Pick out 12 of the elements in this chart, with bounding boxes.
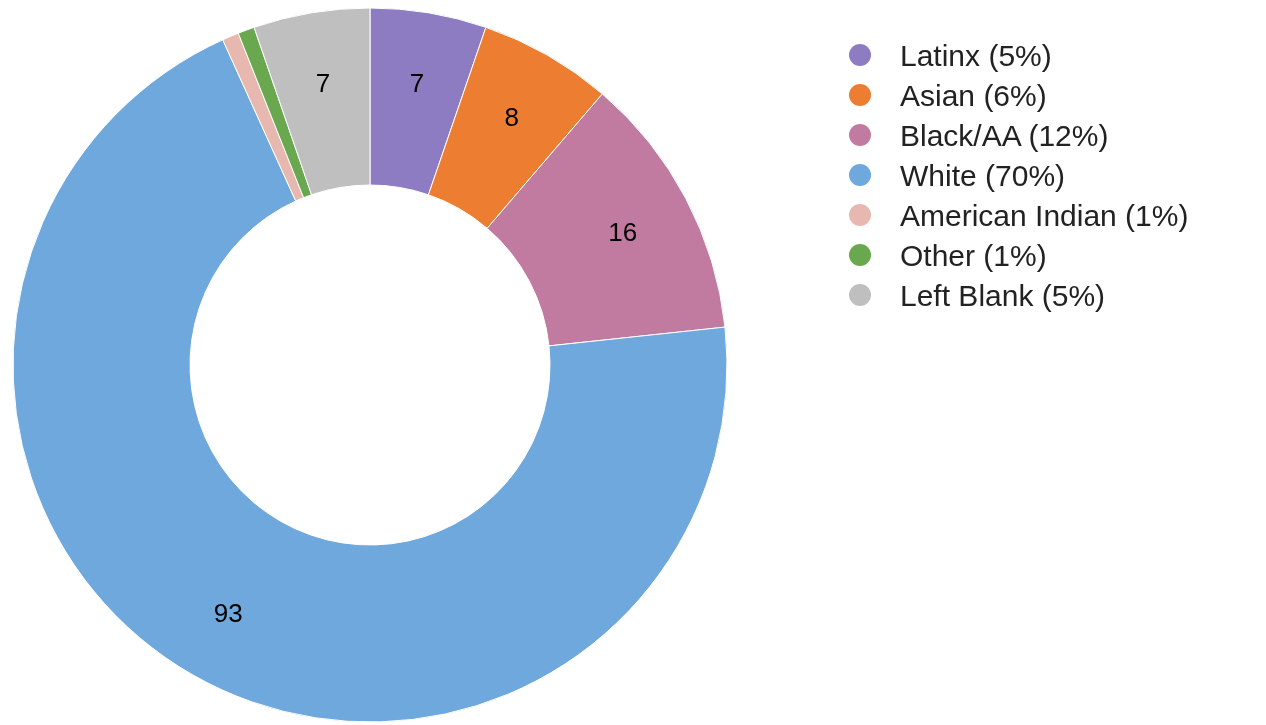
legend-label: Black/AA (12%) [900,118,1109,152]
legend-label: Asian (6%) [900,78,1047,112]
legend-label: Left Blank (5%) [900,278,1106,312]
legend-label: Latinx (5%) [900,38,1052,72]
data-label: 8 [504,102,520,133]
legend-label: White (70%) [900,158,1066,192]
legend-label: American Indian (1%) [900,198,1189,232]
data-label: 16 [608,217,638,248]
legend-label: Other (1%) [900,238,1047,272]
data-label: 7 [409,68,425,99]
data-label: 7 [315,68,331,99]
data-label: 93 [213,597,243,628]
